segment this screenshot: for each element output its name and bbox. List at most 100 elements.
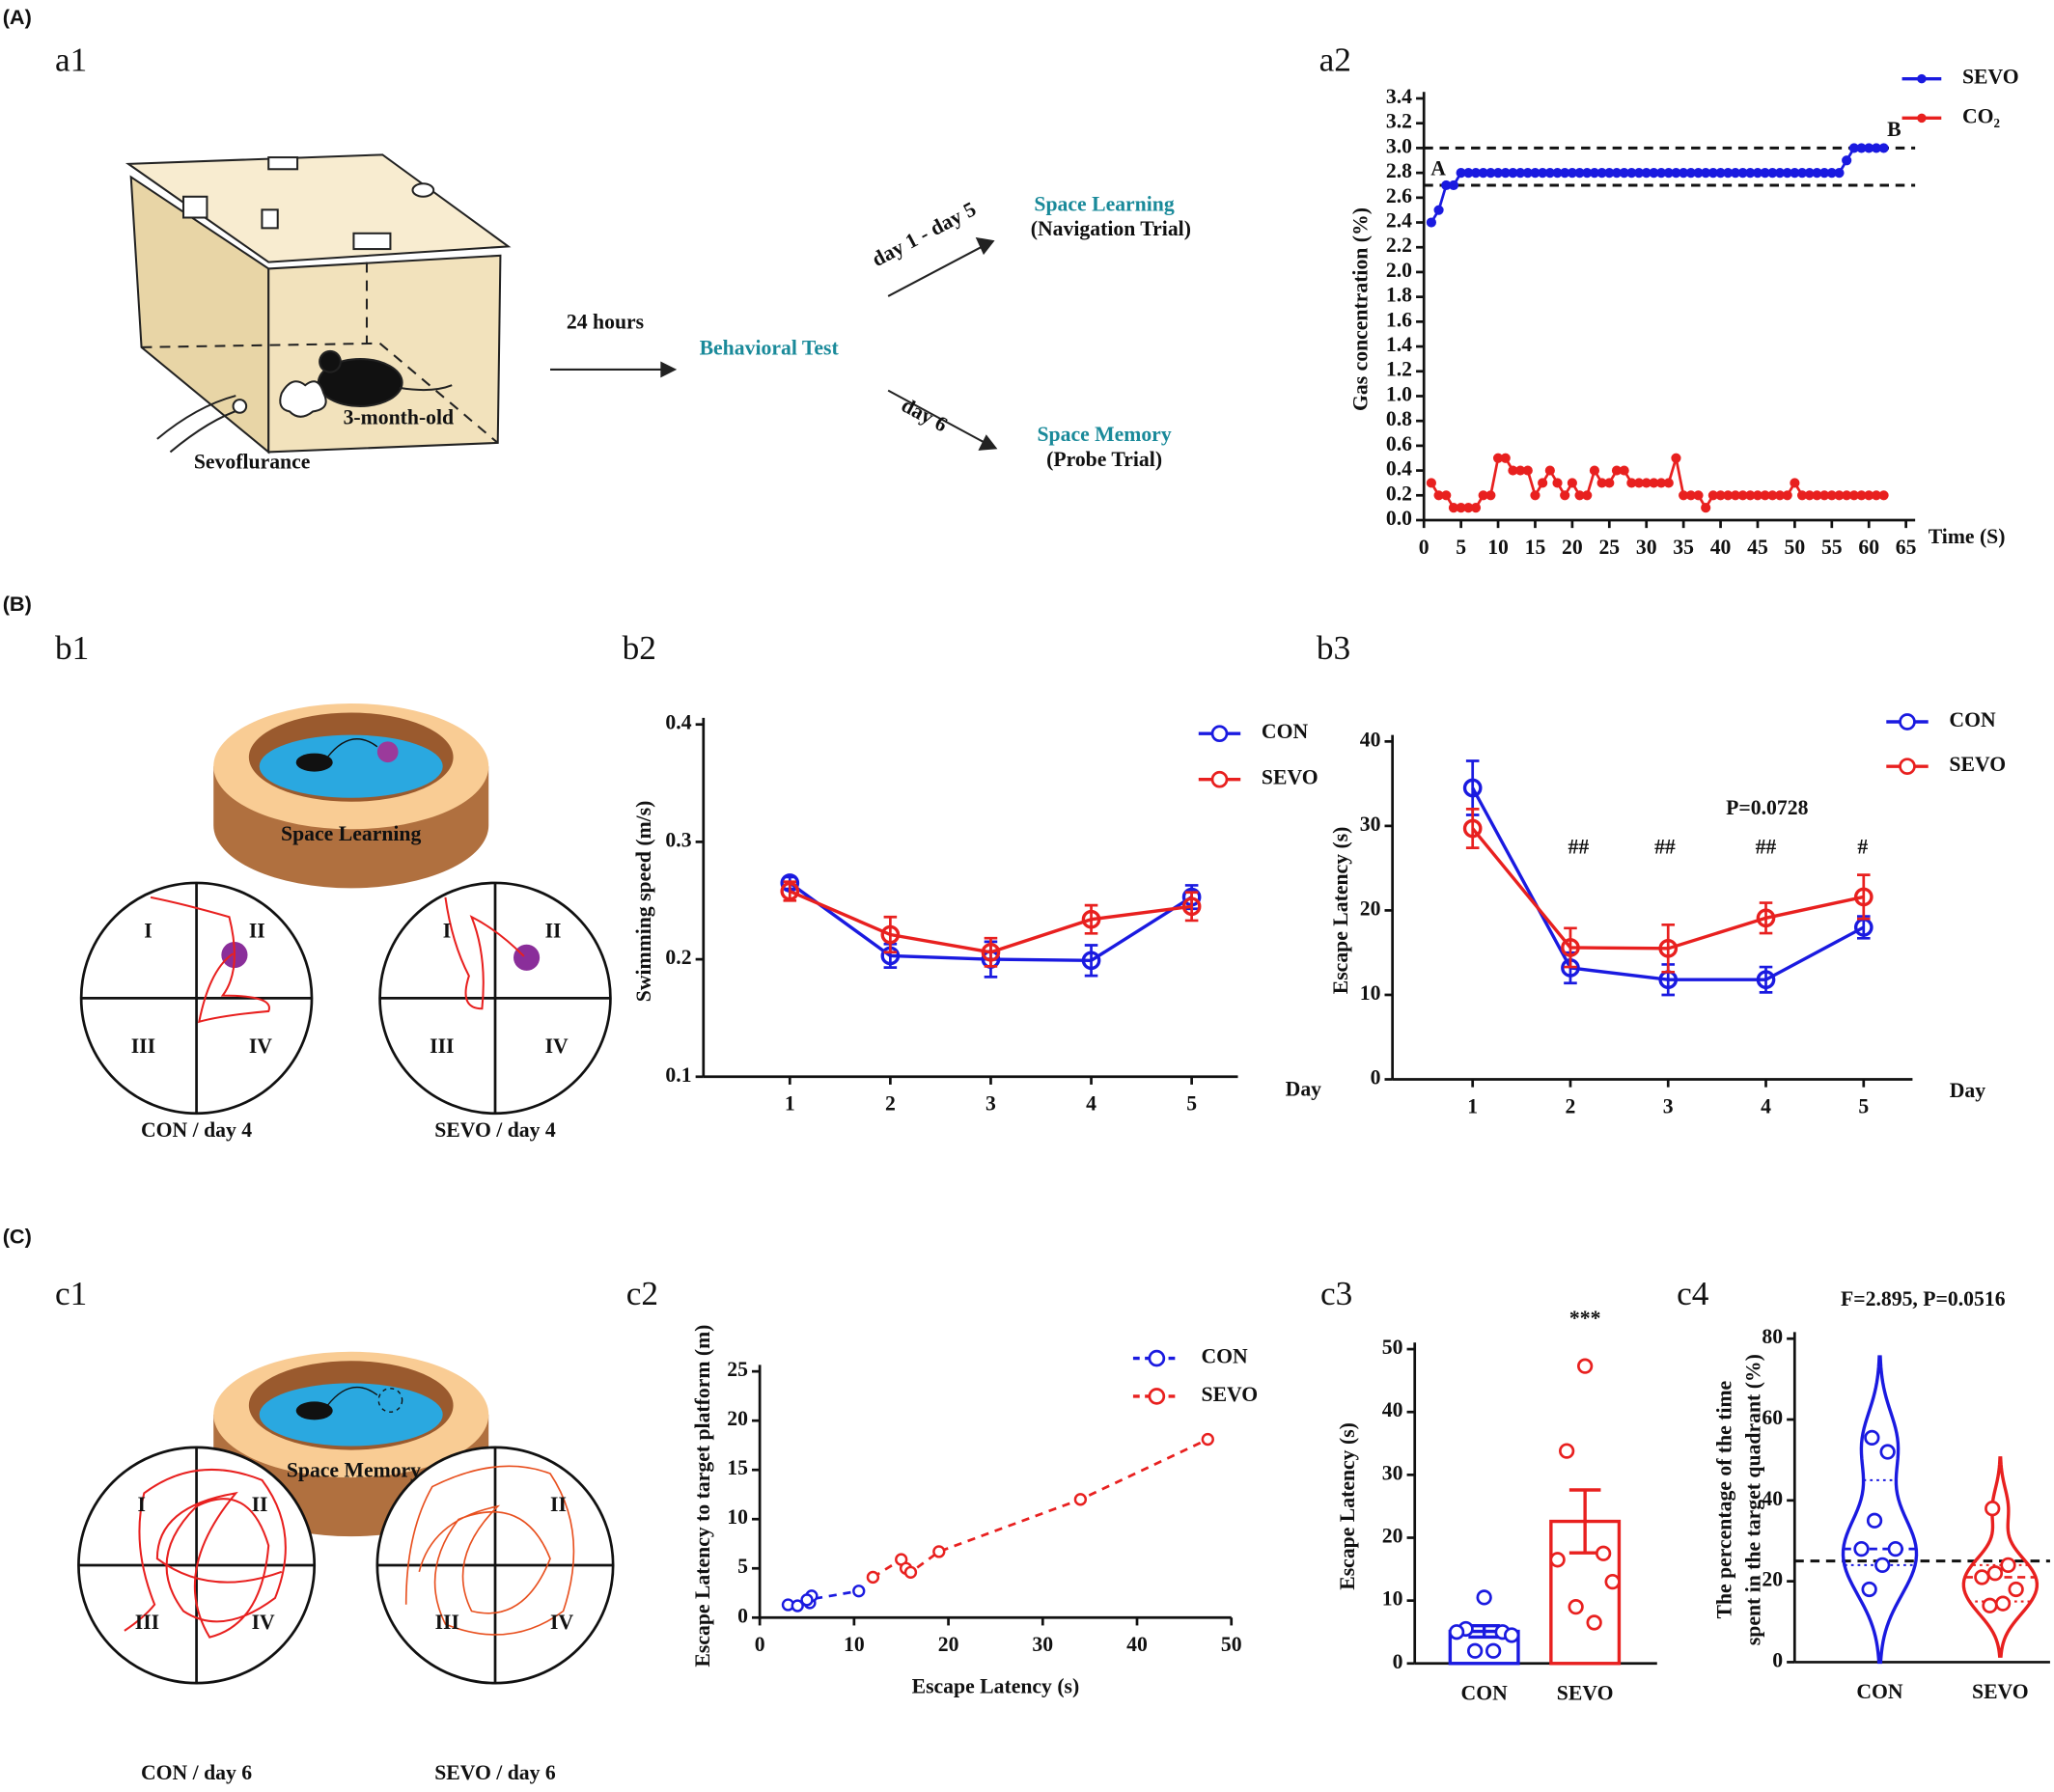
y-tick-label: 20 (1382, 1524, 1403, 1547)
point (1826, 168, 1837, 179)
x-tick-label: 10 (1487, 536, 1509, 559)
point (932, 1545, 946, 1558)
point (1986, 1565, 2004, 1582)
y-tick-label: 20 (1360, 896, 1381, 920)
point (1745, 168, 1756, 179)
mouse-label: 3-month-old (344, 405, 455, 428)
point (1619, 168, 1629, 179)
point (1760, 490, 1770, 501)
x-tick-label: 2 (1566, 1094, 1576, 1117)
point (780, 881, 800, 901)
x-tick-label: CON (1856, 1680, 1903, 1703)
point (1538, 168, 1548, 179)
y-tick-label: 20 (1762, 1568, 1783, 1591)
point (1426, 478, 1436, 488)
legend-label: SEVO (1949, 753, 2006, 776)
y-tick-label: 10 (1382, 1587, 1403, 1611)
sub-label: c3 (1320, 1275, 1352, 1312)
point (1887, 1540, 1903, 1558)
x-tick-label: SEVO (1557, 1681, 1614, 1704)
point (1701, 168, 1711, 179)
point (1552, 168, 1563, 179)
point (1767, 490, 1778, 501)
point (1515, 465, 1526, 476)
y-tick-label: 0.3 (665, 828, 691, 851)
point (1538, 478, 1548, 488)
point (1448, 503, 1459, 513)
point (1577, 1358, 1594, 1374)
y-axis-label: The percentage of the time (1713, 1380, 1736, 1618)
point (1985, 1501, 2001, 1517)
point (1982, 1597, 1998, 1613)
point (1549, 1552, 1566, 1568)
quadrant-label: IV (252, 1611, 275, 1634)
x-tick-label: 50 (1221, 1633, 1242, 1656)
point (1449, 1624, 1465, 1640)
y-tick-label: 50 (1382, 1336, 1403, 1359)
point (1752, 168, 1763, 179)
point (1856, 490, 1867, 501)
y-tick-label: 0 (737, 1604, 748, 1627)
y-tick-label: 2.8 (1386, 159, 1412, 182)
point (1485, 168, 1496, 179)
point (1433, 205, 1444, 215)
y-tick-label: 15 (727, 1456, 748, 1479)
branch-sub: (Probe Trial) (1046, 448, 1162, 471)
point (1871, 143, 1881, 153)
x-tick-label: 20 (938, 1633, 959, 1656)
sub-label: a1 (55, 41, 87, 78)
point (1589, 465, 1600, 476)
quadrant-label: II (249, 919, 265, 942)
x-tick-label: 0 (1419, 536, 1429, 559)
y-tick-label: 0 (1371, 1065, 1381, 1089)
annotation: ## (1568, 836, 1590, 859)
y-axis-label: Escape Latency to target platform (m) (691, 1325, 714, 1668)
point (1812, 490, 1822, 501)
point (1804, 490, 1815, 501)
x-axis-label: Escape Latency (s) (912, 1675, 1080, 1698)
point (1796, 168, 1808, 179)
y-tick-label: 10 (727, 1505, 748, 1529)
point (1848, 490, 1859, 501)
point (1774, 168, 1786, 179)
point (1604, 478, 1615, 488)
annotation: ## (1756, 836, 1777, 859)
point (1730, 168, 1741, 179)
legend-marker (1899, 758, 1916, 775)
error-bar (1568, 1488, 1601, 1555)
point (1559, 1443, 1575, 1459)
x-tick-label: 50 (1785, 536, 1806, 559)
y-tick-label: 40 (1360, 728, 1381, 751)
point (1633, 168, 1645, 179)
point (1752, 490, 1763, 501)
point (1782, 490, 1792, 501)
annotation: ## (1654, 836, 1676, 859)
y-tick-label: 3.4 (1386, 85, 1412, 108)
y-tick-label: 2.4 (1386, 209, 1412, 233)
point (1544, 168, 1555, 179)
y-tick-label: 2.6 (1386, 184, 1412, 207)
trial-circles (77, 1446, 615, 1685)
point (1842, 490, 1852, 501)
caption: SEVO / day 6 (434, 1761, 556, 1784)
y-tick-label: 20 (727, 1407, 748, 1430)
x-tick-label: 4 (1761, 1094, 1771, 1117)
test-label: Behavioral Test (700, 337, 840, 360)
point (1782, 168, 1792, 179)
x-tick-label: 3 (1663, 1094, 1674, 1117)
quadrant-label: IV (545, 1034, 569, 1058)
x-tick-label: 35 (1673, 536, 1694, 559)
quadrant-label: III (135, 1611, 159, 1634)
error-bar (1084, 944, 1098, 978)
y-tick-label: 10 (1360, 981, 1381, 1005)
error-bar (1465, 759, 1480, 816)
legend-marker (1148, 1349, 1166, 1367)
point (1500, 168, 1511, 179)
point (1861, 1581, 1877, 1598)
point (1426, 217, 1436, 228)
point (1586, 1614, 1602, 1631)
x-tick-label: CON (1461, 1681, 1509, 1704)
point (1626, 168, 1637, 179)
y-tick-label: 1.8 (1386, 284, 1412, 307)
y-tick-label: 1.2 (1386, 358, 1412, 381)
